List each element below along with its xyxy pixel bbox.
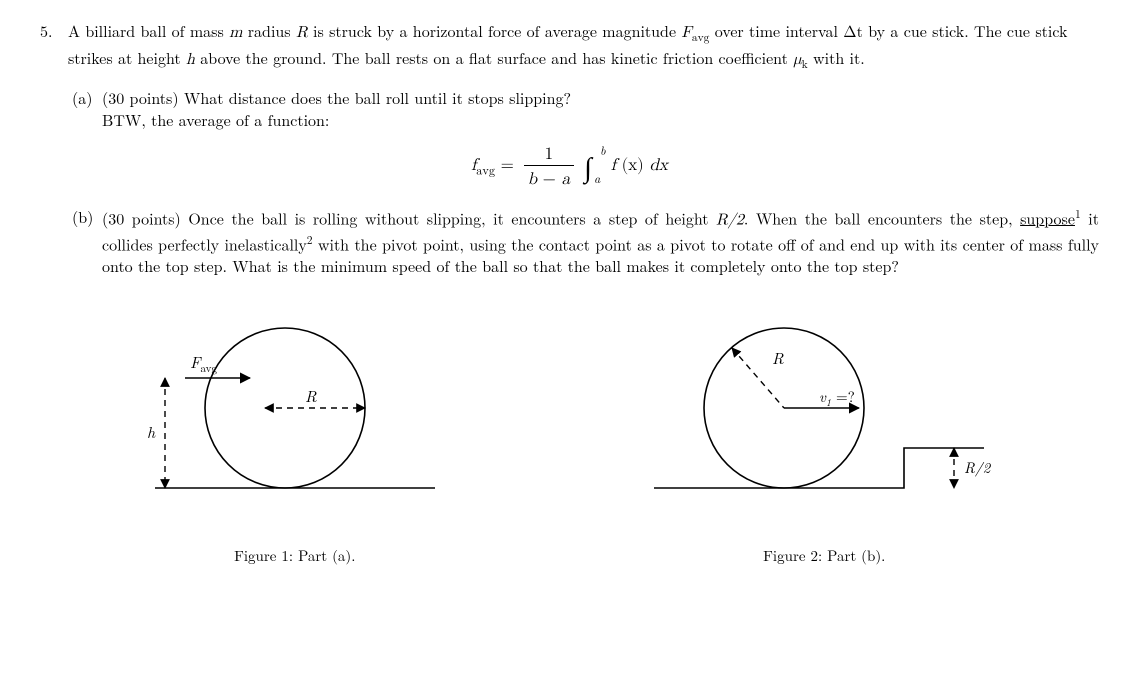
integrand: f (x) dx	[611, 157, 668, 174]
var-h: h	[186, 52, 195, 68]
intro-2: radius	[242, 19, 295, 42]
suppose-underlined: suppose	[1020, 206, 1075, 229]
favg-label: Favg	[190, 350, 217, 376]
step-height: R/2	[716, 212, 744, 228]
subpart-a-label: (a)	[72, 87, 102, 109]
eq-equals: =	[495, 151, 520, 175]
part-a-points: (30 points)	[102, 86, 184, 109]
figures-row: Favg R h Figure 1: Part (a). R	[40, 308, 1099, 566]
subpart-a: (a) (30 points) What distance does the b…	[72, 87, 1099, 132]
intro-3: is struck by a horizontal force of avera…	[308, 19, 682, 42]
part-b-t1: Once the ball is rolling without slippin…	[188, 206, 716, 229]
eq-fraction: 1b − a	[524, 141, 575, 192]
var-muk: μk	[793, 52, 808, 68]
figure-1: Favg R h Figure 1: Part (a).	[135, 308, 455, 566]
subpart-b-body: (30 points) Once the ball is rolling wit…	[102, 206, 1099, 278]
var-Favg: Favg	[681, 25, 709, 41]
var-dt: Δt	[843, 25, 863, 41]
eq-lhs: favg	[471, 157, 495, 174]
intro-4: over time interval	[709, 19, 843, 42]
intro-7: with it.	[808, 46, 865, 69]
integral-sign: ∫ba	[584, 147, 592, 186]
part-b-points: (30 points)	[102, 206, 188, 229]
Rhalf-label: R/2	[964, 457, 992, 478]
subpart-b: (b) (30 points) Once the ball is rolling…	[72, 206, 1099, 278]
subpart-a-body: (30 points) What distance does the ball …	[102, 87, 571, 132]
problem-5: 5. A billiard ball of mass m radius R is…	[40, 20, 1099, 75]
ball-circle	[205, 328, 365, 488]
figure-2-svg: R v1 =? R/2	[644, 308, 1004, 528]
figure-1-svg: Favg R h	[135, 308, 455, 528]
var-m: m	[229, 25, 242, 41]
R-label-2: R	[772, 346, 784, 369]
figure-1-caption: Figure 1: Part (a).	[135, 545, 455, 566]
intro-6: above the ground. The ball rests on a fl…	[195, 46, 793, 69]
part-b-t2: . When the ball encounters the step,	[744, 206, 1020, 229]
intro-1: A billiard ball of mass	[68, 19, 229, 42]
part-a-question: What distance does the ball roll until i…	[184, 86, 571, 109]
part-a-btw: BTW, the average of a function:	[102, 108, 329, 131]
var-R: R	[296, 25, 308, 41]
problem-number: 5.	[40, 20, 68, 42]
h-label: h	[147, 420, 156, 443]
subpart-b-label: (b)	[72, 206, 102, 228]
v1-label: v1 =?	[819, 386, 855, 409]
problem-text: A billiard ball of mass m radius R is st…	[68, 20, 1099, 75]
R-label: R	[305, 384, 317, 407]
figure-2: R v1 =? R/2 Figure 2: Part (b).	[644, 308, 1004, 566]
equation-favg: favg = 1b − a ∫ba f (x) dx	[40, 141, 1099, 192]
figure-2-caption: Figure 2: Part (b).	[644, 545, 1004, 566]
step-outline	[654, 448, 984, 488]
